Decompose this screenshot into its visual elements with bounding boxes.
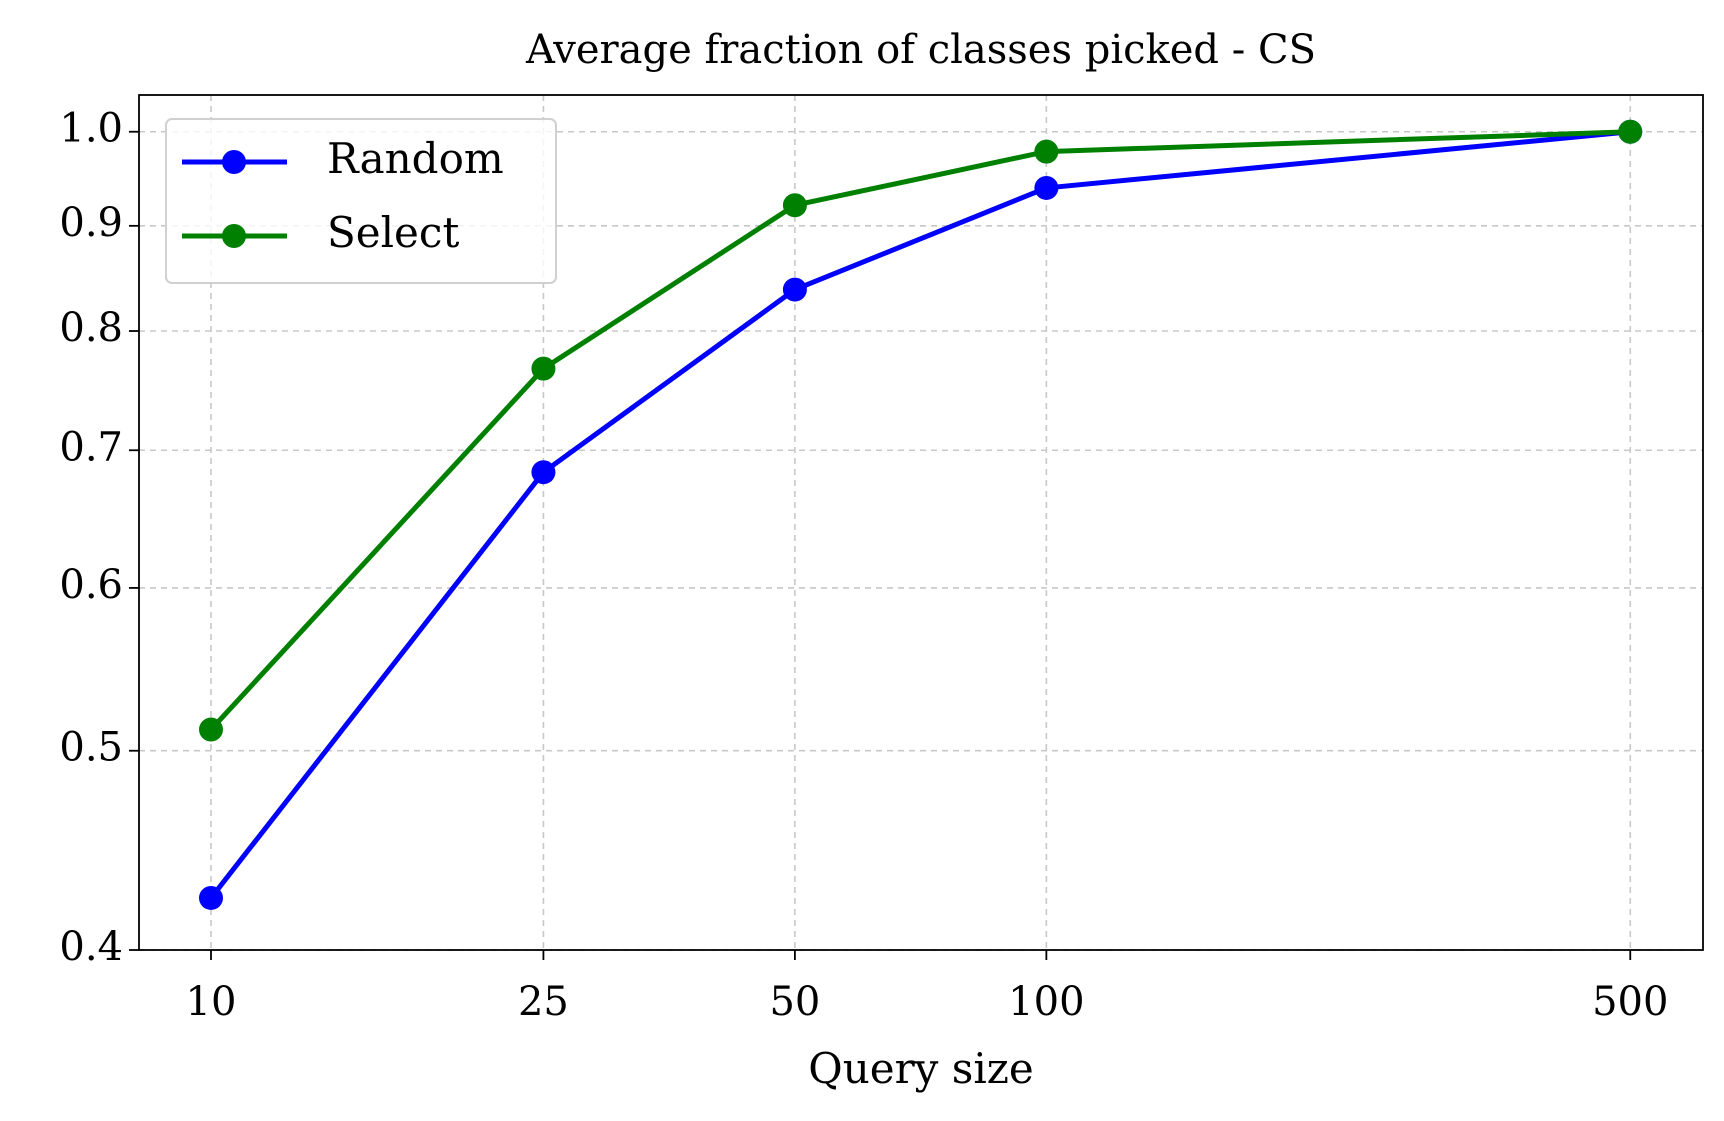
point [1618, 119, 1643, 144]
point [198, 717, 223, 742]
point [1034, 175, 1059, 200]
y-tick-label: 1.0 [59, 106, 123, 152]
legend-marker [222, 224, 246, 248]
x-tick-label: 50 [769, 979, 820, 1025]
y-tick-label: 0.7 [59, 424, 123, 470]
y-tick-label: 0.6 [59, 562, 123, 608]
plot-frame [138, 94, 1704, 951]
point [782, 277, 807, 302]
point [531, 460, 556, 485]
legend-label: Select [327, 208, 459, 257]
point [782, 193, 807, 218]
point [1034, 139, 1059, 164]
x-axis-label: Query size [808, 1044, 1033, 1093]
y-tick-label: 0.4 [59, 924, 123, 970]
x-tick-label: 10 [186, 979, 237, 1025]
chart-title: Average fraction of classes picked - CS [525, 27, 1316, 73]
x-tick-label: 25 [518, 979, 569, 1025]
point [198, 885, 223, 910]
x-tick-label: 500 [1592, 979, 1668, 1025]
legend-marker [222, 150, 246, 174]
y-tick-label: 0.8 [59, 305, 123, 351]
legend-label: Random [327, 134, 504, 183]
point [531, 356, 556, 381]
y-tick-label: 0.9 [59, 200, 123, 246]
legend: Random Select [165, 118, 557, 284]
x-tick-label: 100 [1008, 979, 1084, 1025]
y-tick-label: 0.5 [59, 725, 123, 771]
